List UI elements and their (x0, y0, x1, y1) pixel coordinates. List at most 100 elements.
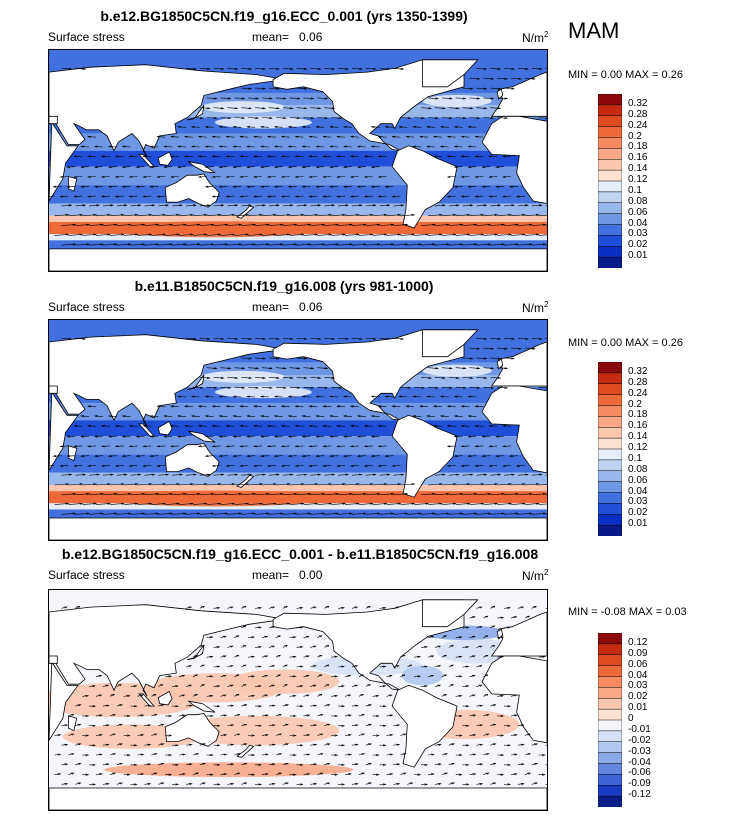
wind-vector (490, 107, 501, 109)
wind-vector-head (246, 455, 251, 458)
wind-vector-head (501, 243, 506, 246)
wind-vector-head (481, 166, 486, 169)
panel-1-minmax: MIN = 0.00 MAX = 0.26 (568, 69, 683, 81)
wind-vector-head (107, 145, 112, 148)
colorbar-swatch (597, 654, 623, 667)
wind-vector-head (168, 714, 173, 717)
wind-vector-head (367, 684, 371, 687)
wind-vector-head (481, 185, 486, 188)
wind-vector-head (285, 743, 289, 746)
wind-vector (531, 68, 542, 70)
wind-vector (337, 445, 346, 447)
wind-vector-head (264, 773, 269, 776)
wind-vector-head (315, 185, 320, 188)
wind-vector-head (325, 684, 330, 687)
wind-vector (497, 386, 508, 389)
wind-vector (393, 493, 408, 496)
colorbar-swatch (597, 115, 623, 128)
wind-vector-head (289, 337, 294, 340)
wind-vector-head (197, 405, 202, 408)
wind-vector-head (520, 782, 525, 785)
wind-vector (295, 405, 304, 408)
panel-1-title: b.e12.BG1850C5CN.f19_g16.ECC_0.001 (yrs … (100, 8, 468, 24)
wind-vector (165, 503, 180, 505)
wind-vector-head (469, 204, 474, 207)
wind-vector (497, 503, 512, 505)
wind-vector (447, 425, 456, 427)
wind-vector-head (206, 67, 211, 70)
colorbar-swatch (597, 394, 623, 407)
wind-vector (441, 97, 452, 99)
wind-vector (447, 465, 456, 467)
wind-vector-head (321, 492, 326, 495)
wind-vector-head (203, 213, 208, 216)
wind-vector (496, 435, 505, 437)
wind-vector-head (481, 435, 486, 438)
land-borneo (157, 151, 173, 166)
wind-vector (475, 465, 484, 467)
wind-vector-head (354, 724, 359, 727)
wind-vector-head (238, 223, 243, 226)
wind-vector (490, 474, 501, 476)
wind-vector-head (384, 125, 389, 128)
wind-vector (240, 445, 249, 447)
wind-vector (241, 338, 252, 340)
wind-vector (343, 146, 352, 148)
wind-vector (185, 204, 196, 207)
wind-vector (67, 166, 76, 168)
wind-vector-head (437, 782, 442, 785)
wind-vector-head (315, 435, 320, 438)
wind-vector-head (488, 175, 493, 178)
wind-vector-head (502, 464, 506, 467)
wind-vector (101, 425, 110, 427)
colorbar-swatch (597, 137, 623, 149)
panel-2-title: b.e11.B1850C5CN.f19_g16.008 (yrs 981-100… (134, 278, 434, 294)
wind-vector-head (465, 705, 470, 708)
wind-vector-head (467, 435, 472, 438)
wind-vector (302, 186, 311, 188)
wind-vector-head (328, 213, 333, 216)
wind-vector (255, 338, 266, 340)
wind-vector-head (269, 97, 273, 100)
wind-vector-head (382, 665, 387, 668)
wind-vector (274, 146, 283, 148)
wind-vector-head (296, 117, 301, 120)
wind-vector (199, 338, 210, 340)
wind-vector-head (303, 204, 308, 207)
wind-vector-head (529, 243, 533, 246)
wind-vector (116, 474, 127, 476)
wind-vector-head (264, 694, 269, 697)
colorbar-tick-label: 0.02 (628, 691, 648, 703)
wind-vector (330, 146, 339, 148)
wind-vector (317, 117, 328, 119)
wind-vector (483, 386, 494, 389)
wind-vector (129, 156, 138, 158)
wind-vector-head (65, 233, 70, 236)
wind-vector-head (98, 734, 103, 737)
wind-vector (123, 483, 138, 486)
wind-vector-head (455, 376, 460, 379)
wind-vector (351, 243, 366, 246)
wind-vector-head (318, 635, 323, 638)
wind-vector-head (134, 213, 139, 216)
wind-vector (177, 166, 187, 168)
stress-band (49, 503, 547, 510)
wind-vector-head (476, 77, 481, 80)
wind-vector-head (349, 243, 354, 246)
wind-vector (309, 176, 318, 178)
wind-vector (309, 195, 318, 197)
wind-vector (261, 503, 276, 505)
wind-vector (268, 377, 279, 379)
wind-vector-head (301, 415, 306, 418)
wind-vector-head (411, 233, 416, 236)
wind-vector-head (229, 645, 234, 648)
land-arabia_patch (49, 385, 58, 394)
wind-vector-head (293, 223, 298, 226)
wind-vector-head (218, 395, 223, 398)
wind-vector-head (446, 195, 451, 198)
wind-vector (115, 445, 124, 447)
wind-vector-head (412, 395, 417, 398)
wind-vector-head (363, 464, 368, 467)
wind-vector-head (176, 233, 181, 236)
wind-vector-head (211, 405, 216, 408)
